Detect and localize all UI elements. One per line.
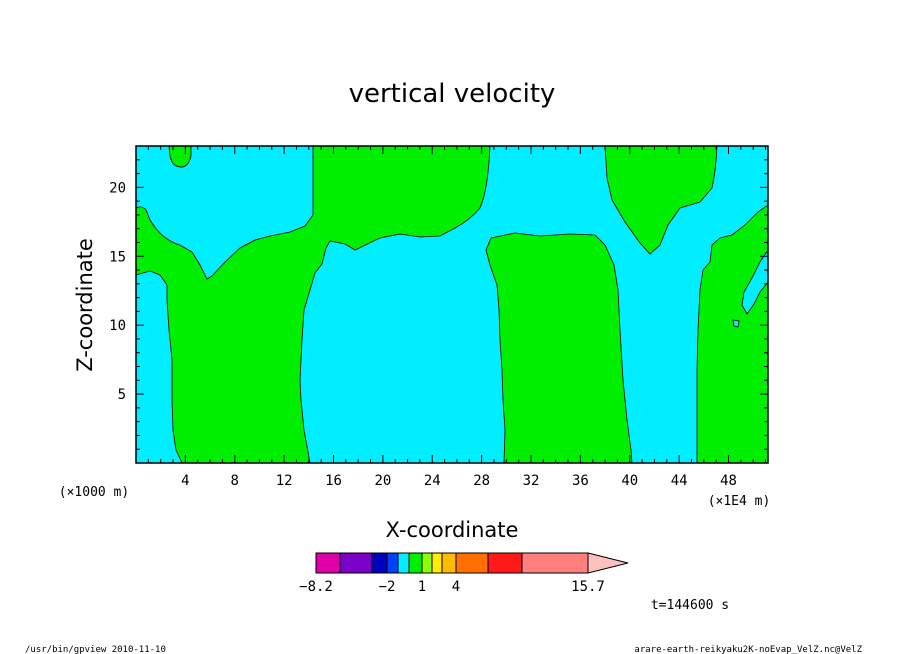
colorbar-segment [521, 552, 589, 574]
y-tick-label: 10 [109, 318, 126, 334]
colorbar-label: 15.7 [571, 579, 605, 595]
chart-title: vertical velocity [349, 79, 556, 109]
x-tick-label: 16 [325, 473, 342, 489]
colorbar-label: −2 [379, 579, 396, 595]
colorbar-segment [386, 552, 399, 574]
colorbar-segment [455, 552, 489, 574]
x-tick-label: 28 [473, 473, 490, 489]
footer-left: /usr/bin/gpview 2010-11-10 [25, 645, 166, 654]
positive-region [604, 145, 718, 255]
positive-region [485, 232, 633, 464]
negative-region [732, 319, 740, 328]
y-ticks: 5 10 15 20 [109, 159, 768, 450]
colorbar-segment [441, 552, 457, 574]
colorbar: −8.2 −2 1 4 15.7 [299, 552, 629, 595]
y-tick-label: 5 [118, 387, 126, 403]
x-ticks: 4 8 12 16 20 24 28 32 36 40 44 48 [147, 146, 767, 489]
y-tick-label: 15 [109, 249, 126, 265]
colorbar-segment [315, 552, 341, 574]
colorbar-segment [487, 552, 523, 574]
x-tick-label: 48 [720, 473, 737, 489]
x-unit-label: (×1E4 m) [708, 494, 771, 509]
footer-right: arare-earth-reikyaku2K-noEvap_VelZ.nc@Ve… [634, 645, 862, 654]
colorbar-segment [408, 552, 423, 574]
time-label: t=144600 s [651, 598, 729, 613]
y-axis-label: Z-coordinate [73, 238, 97, 372]
colorbar-extend-arrow [587, 552, 629, 574]
x-tick-label: 20 [374, 473, 391, 489]
x-tick-label: 36 [572, 473, 589, 489]
x-tick-label: 24 [424, 473, 441, 489]
y-tick-label: 20 [109, 180, 126, 196]
negative-region [741, 248, 769, 315]
colorbar-segment [431, 552, 443, 574]
colorbar-label: −8.2 [299, 579, 333, 595]
x-tick-label: 32 [523, 473, 540, 489]
x-tick-label: 44 [671, 473, 688, 489]
colorbar-segment [397, 552, 410, 574]
colorbar-label: 1 [418, 579, 426, 595]
colorbar-segment [421, 552, 433, 574]
colorbar-segment [371, 552, 388, 574]
x-tick-label: 12 [276, 473, 293, 489]
x-tick-label: 40 [621, 473, 638, 489]
x-tick-label: 8 [231, 473, 239, 489]
plot-frame [135, 145, 769, 464]
y-unit-label: (×1000 m) [59, 485, 129, 500]
x-axis-label: X-coordinate [386, 518, 519, 542]
x-tick-label: 4 [181, 473, 189, 489]
colorbar-label: 4 [452, 579, 460, 595]
positive-region [696, 204, 769, 464]
positive-region [135, 145, 491, 464]
colorbar-segment [339, 552, 373, 574]
